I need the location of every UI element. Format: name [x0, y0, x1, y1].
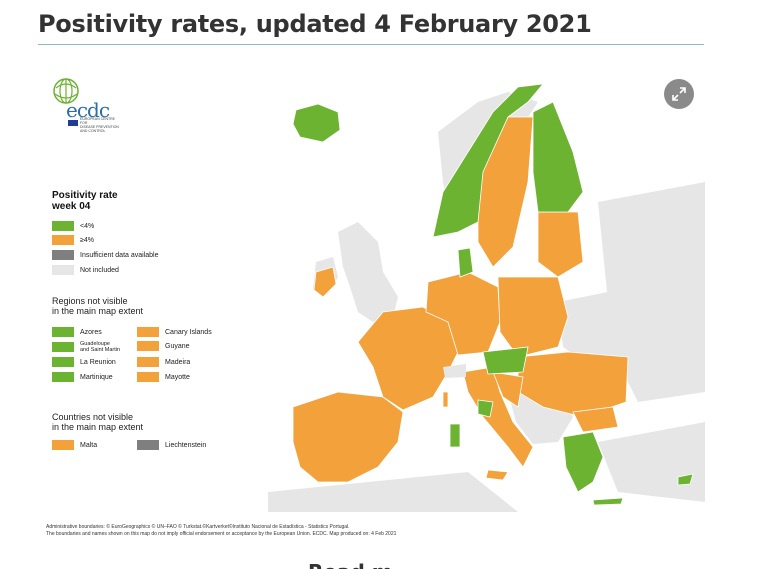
country-liechtenstein: Liechtenstein	[137, 440, 206, 450]
swatch	[52, 372, 74, 382]
swatch	[137, 357, 159, 367]
region-label: La Reunion	[80, 358, 116, 366]
title-divider	[38, 44, 704, 45]
next-section-heading: Read m	[308, 560, 393, 569]
legend-item-not-included: Not included	[52, 265, 119, 275]
countries-heading: Countries not visible in the main map ex…	[52, 412, 144, 432]
region-label: Canary Islands	[165, 328, 212, 336]
legend-item-insufficient: Insufficient data available	[52, 250, 158, 260]
corsica	[442, 391, 449, 408]
region-label: Martinique	[80, 373, 113, 381]
bulgaria	[572, 406, 619, 433]
eu-flag-icon	[68, 120, 78, 126]
region-mayotte: Mayotte	[137, 372, 190, 382]
region-label: Madeira	[165, 358, 191, 366]
swatch	[52, 342, 74, 352]
cyprus	[677, 473, 694, 486]
country-malta: Malta	[52, 440, 97, 450]
poland-czech	[497, 276, 569, 358]
swatch	[137, 341, 159, 351]
map-frame	[38, 72, 705, 512]
region-guyane: Guyane	[137, 341, 190, 351]
finland	[532, 101, 584, 213]
croatia-slovenia	[492, 371, 524, 408]
country-label: Malta	[80, 441, 98, 449]
legend-label: Insufficient data available	[80, 251, 159, 259]
region-guadeloupe: Guadeloupe and Saint Martin	[52, 341, 120, 353]
legend-swatch-orange	[52, 235, 74, 245]
expand-map-button[interactable]	[664, 79, 694, 109]
regions-heading: Regions not visible in the main map exte…	[52, 296, 144, 316]
region-la-reunion: La Reunion	[52, 357, 116, 367]
tuscany-region	[477, 399, 494, 418]
ecdc-logo	[53, 78, 79, 104]
region-label: Guyane	[165, 342, 190, 350]
orange-countries	[292, 116, 629, 483]
sweden-south	[477, 116, 534, 268]
swatch	[52, 440, 74, 450]
legend-label: ≥4%	[80, 236, 94, 244]
swatch	[52, 327, 74, 337]
switzerland	[443, 364, 466, 378]
swatch	[52, 357, 74, 367]
sardinia	[449, 423, 461, 448]
logo-subtitle: EUROPEAN CENTRE FOR DISEASE PREVENTION A…	[80, 117, 119, 133]
iceland	[292, 103, 341, 143]
map-legend: Positivity rate week 04	[52, 190, 118, 212]
green-countries	[292, 83, 694, 506]
legend-title: Positivity rate week 04	[52, 190, 118, 212]
map-footer: Administrative boundaries: © EuroGeograp…	[46, 524, 396, 538]
footer-attribution: Administrative boundaries: © EuroGeograp…	[46, 524, 350, 530]
country-label: Liechtenstein	[165, 441, 207, 449]
ireland-orange	[313, 266, 337, 298]
belarus-ukraine	[558, 292, 638, 372]
logo-wordmark: ecdc	[66, 98, 110, 122]
expand-arrows-icon	[672, 87, 686, 101]
legend-item-below-4: <4%	[52, 221, 94, 231]
iberia	[292, 391, 404, 483]
region-madeira: Madeira	[137, 357, 190, 367]
region-canary-islands: Canary Islands	[137, 327, 212, 337]
region-martinique: Martinique	[52, 372, 113, 382]
page-title: Positivity rates, updated 4 February 202…	[38, 10, 592, 38]
insufficient-data-areas	[443, 364, 466, 378]
europe-map	[268, 83, 705, 512]
denmark	[457, 247, 474, 278]
crete	[592, 497, 624, 506]
baltics	[537, 211, 584, 278]
greece	[562, 431, 604, 493]
swatch	[137, 372, 159, 382]
legend-swatch-lightgrey	[52, 265, 74, 275]
north-africa	[268, 472, 518, 512]
sicily	[485, 469, 509, 481]
swatch	[137, 440, 159, 450]
turkey	[598, 422, 705, 502]
legend-label: Not included	[80, 266, 119, 274]
region-azores: Azores	[52, 327, 102, 337]
legend-label: <4%	[80, 222, 95, 230]
region-label: Mayotte	[165, 373, 190, 381]
norway	[432, 83, 544, 238]
legend-swatch-grey	[52, 250, 74, 260]
legend-item-above-4: ≥4%	[52, 235, 94, 245]
region-label: Guadeloupe and Saint Martin	[80, 341, 121, 353]
footer-disclaimer: The boundaries and names shown on this m…	[46, 531, 397, 537]
legend-swatch-green	[52, 221, 74, 231]
region-label: Azores	[80, 328, 102, 336]
uk-ireland	[338, 222, 398, 322]
austria	[482, 346, 529, 375]
swatch	[137, 327, 159, 337]
